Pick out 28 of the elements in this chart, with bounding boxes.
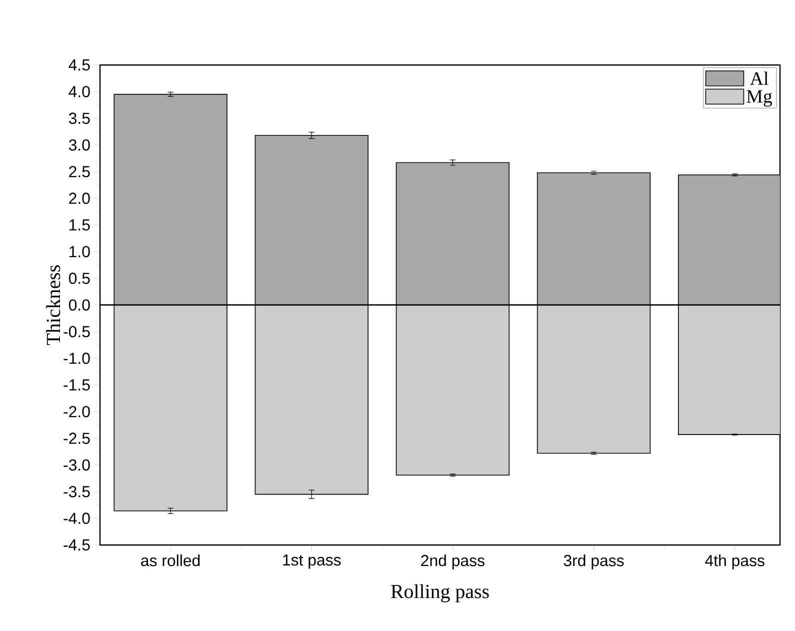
y-tick-label: -4.5 [64, 539, 90, 551]
y-tick-label: -4.0 [64, 512, 90, 524]
y-tick-label: -1.5 [64, 379, 90, 391]
y-tick-label: -2.0 [64, 406, 90, 418]
x-axis-title: Rolling pass [391, 584, 489, 602]
y-tick-label: 3.0 [68, 139, 90, 151]
legend-label: Al [750, 72, 768, 85]
y-axis-title: Thickness [46, 265, 60, 346]
y-tick-label: -0.5 [64, 326, 90, 338]
y-tick-label: -3.0 [64, 459, 90, 471]
y-tick-label: 2.5 [69, 166, 90, 178]
x-tick-label: 4th pass [705, 554, 764, 570]
y-tick-label: 0.0 [68, 299, 90, 311]
y-tick-label: -3.5 [64, 486, 90, 498]
x-tick-label: 1st pass [283, 554, 341, 569]
y-tick-label: 1.0 [70, 246, 90, 258]
y-tick-label: 1.5 [70, 219, 90, 231]
x-tick-label: as rolled [141, 554, 200, 566]
x-tick-label: 2nd pass [421, 554, 484, 570]
y-tick-label: 4.0 [68, 86, 90, 98]
x-tick-label: 3rd pass [564, 554, 624, 570]
legend-label: Mg [746, 90, 772, 107]
y-tick-label: -2.5 [64, 432, 90, 444]
y-tick-label: -1.0 [64, 352, 90, 364]
y-tick-label: 0.5 [68, 272, 90, 284]
y-tick-label: 3.5 [68, 112, 90, 124]
y-tick-label: 2.0 [69, 192, 90, 204]
y-tick-label: 4.5 [68, 59, 90, 71]
